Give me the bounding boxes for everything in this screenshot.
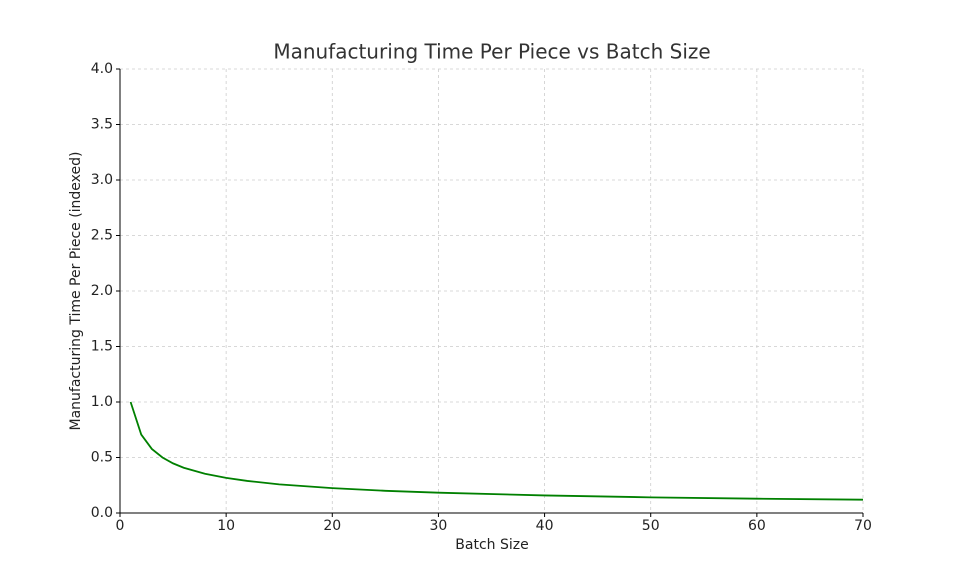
x-axis-label: Batch Size: [455, 537, 528, 553]
y-tick-label: 0.5: [91, 450, 113, 466]
x-tick-label: 40: [536, 518, 554, 534]
y-tick-label: 2.0: [91, 283, 113, 299]
y-tick-label: 4.0: [91, 61, 113, 77]
chart-title: Manufacturing Time Per Piece vs Batch Si…: [273, 40, 710, 64]
y-axis-label: Manufacturing Time Per Piece (indexed): [68, 152, 84, 431]
y-tick-label: 3.5: [91, 117, 113, 133]
x-tick-label: 0: [116, 518, 125, 534]
data-line: [129, 401, 864, 501]
x-tick-label: 50: [642, 518, 660, 534]
y-tick-label: 1.5: [91, 339, 113, 355]
y-tick-label: 1.0: [91, 394, 113, 410]
x-tick-label: 30: [430, 518, 448, 534]
x-tick-label: 70: [854, 518, 872, 534]
x-tick-label: 10: [217, 518, 235, 534]
x-tick-label: 20: [323, 518, 341, 534]
y-tick-label: 2.5: [91, 228, 113, 244]
y-tick-label: 3.0: [91, 172, 113, 188]
y-tick-label: 0.0: [91, 505, 113, 521]
x-tick-label: 60: [748, 518, 766, 534]
